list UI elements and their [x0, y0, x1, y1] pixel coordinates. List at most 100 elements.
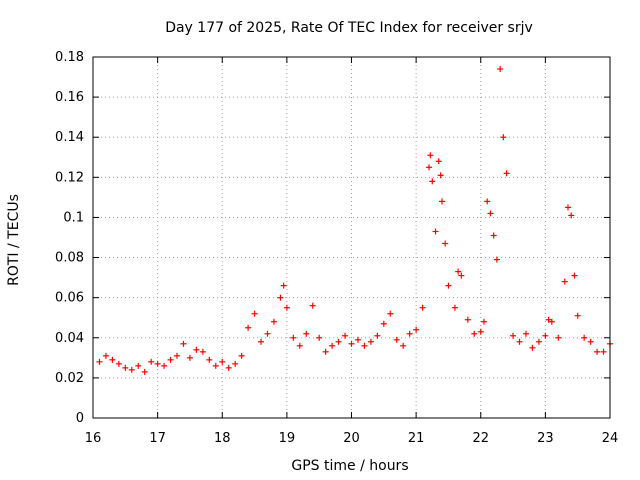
data-point — [115, 360, 122, 367]
data-point — [154, 360, 161, 367]
data-point — [174, 352, 181, 359]
data-point — [480, 318, 487, 325]
x-axis-label: GPS time / hours — [291, 458, 408, 474]
data-point — [387, 310, 394, 317]
data-point — [437, 172, 444, 179]
data-point — [581, 334, 588, 341]
data-point — [510, 332, 517, 339]
data-point — [219, 358, 226, 365]
data-point — [487, 210, 494, 217]
data-point — [96, 358, 103, 365]
data-point — [464, 316, 471, 323]
data-point — [555, 334, 562, 341]
data-point — [413, 326, 420, 333]
y-tick-label: 0.14 — [55, 130, 84, 145]
data-point — [484, 198, 491, 205]
x-tick-label: 18 — [214, 431, 231, 446]
y-tick-label: 0.18 — [55, 50, 84, 65]
y-tick-label: 0.08 — [55, 251, 84, 266]
data-point — [445, 282, 452, 289]
data-point — [500, 134, 507, 141]
data-point — [568, 212, 575, 219]
data-point — [490, 232, 497, 239]
x-tick-label: 22 — [472, 431, 489, 446]
data-point — [571, 272, 578, 279]
data-point — [122, 364, 129, 371]
y-tick-label: 0 — [76, 411, 84, 426]
data-point — [277, 294, 284, 301]
data-point — [574, 312, 581, 319]
data-point — [264, 330, 271, 337]
data-point — [258, 338, 265, 345]
data-point — [516, 338, 523, 345]
data-point — [342, 332, 349, 339]
data-point — [548, 318, 555, 325]
y-tick-label: 0.04 — [55, 331, 84, 346]
x-tick-label: 20 — [343, 431, 360, 446]
data-point — [545, 316, 552, 323]
data-point — [309, 302, 316, 309]
data-point — [429, 178, 436, 185]
data-point — [458, 272, 465, 279]
data-point — [280, 282, 287, 289]
data-point — [561, 278, 568, 285]
data-point — [303, 330, 310, 337]
data-point — [232, 360, 239, 367]
y-tick-label: 0.06 — [55, 291, 84, 306]
x-tick-label: 23 — [537, 431, 554, 446]
data-point — [471, 330, 478, 337]
data-point — [180, 340, 187, 347]
x-tick-label: 24 — [602, 431, 619, 446]
data-point — [522, 330, 529, 337]
x-tick-label: 17 — [149, 431, 166, 446]
data-point — [594, 348, 601, 355]
data-point — [393, 336, 400, 343]
data-point — [406, 330, 413, 337]
data-point — [564, 204, 571, 211]
data-points — [96, 66, 613, 375]
data-point — [374, 332, 381, 339]
data-point — [161, 362, 168, 369]
data-point — [199, 348, 206, 355]
data-point — [477, 328, 484, 335]
data-point — [354, 336, 361, 343]
data-point — [535, 338, 542, 345]
data-point — [329, 342, 336, 349]
data-point — [225, 364, 232, 371]
data-point — [348, 340, 355, 347]
data-point — [503, 170, 510, 177]
data-point — [212, 362, 219, 369]
data-point — [438, 198, 445, 205]
data-point — [109, 356, 116, 363]
data-point — [542, 332, 549, 339]
data-point — [141, 368, 148, 375]
data-point — [296, 342, 303, 349]
data-point — [493, 256, 500, 263]
x-tick-label: 19 — [279, 431, 296, 446]
data-point — [367, 338, 374, 345]
data-point — [600, 348, 607, 355]
data-point — [290, 334, 297, 341]
data-point — [451, 304, 458, 311]
data-point — [135, 362, 142, 369]
data-point — [167, 356, 174, 363]
y-tick-label: 0.16 — [55, 90, 84, 105]
data-point — [316, 334, 323, 341]
data-point — [128, 366, 135, 373]
data-point — [361, 342, 368, 349]
y-axis-label: ROTI / TECUs — [6, 194, 22, 286]
data-point — [427, 152, 434, 159]
data-point — [497, 66, 504, 73]
data-point — [442, 240, 449, 247]
data-point — [270, 318, 277, 325]
data-point — [335, 338, 342, 345]
data-point — [193, 346, 200, 353]
axis-ticks: 16 17 18 19 20 21 22 23 24 0 0.02 0.04 0.06 0.08 0.1 0.… — [55, 50, 618, 446]
data-point — [380, 320, 387, 327]
data-point — [435, 158, 442, 165]
data-point — [419, 304, 426, 311]
data-point — [245, 324, 252, 331]
data-point — [251, 310, 258, 317]
